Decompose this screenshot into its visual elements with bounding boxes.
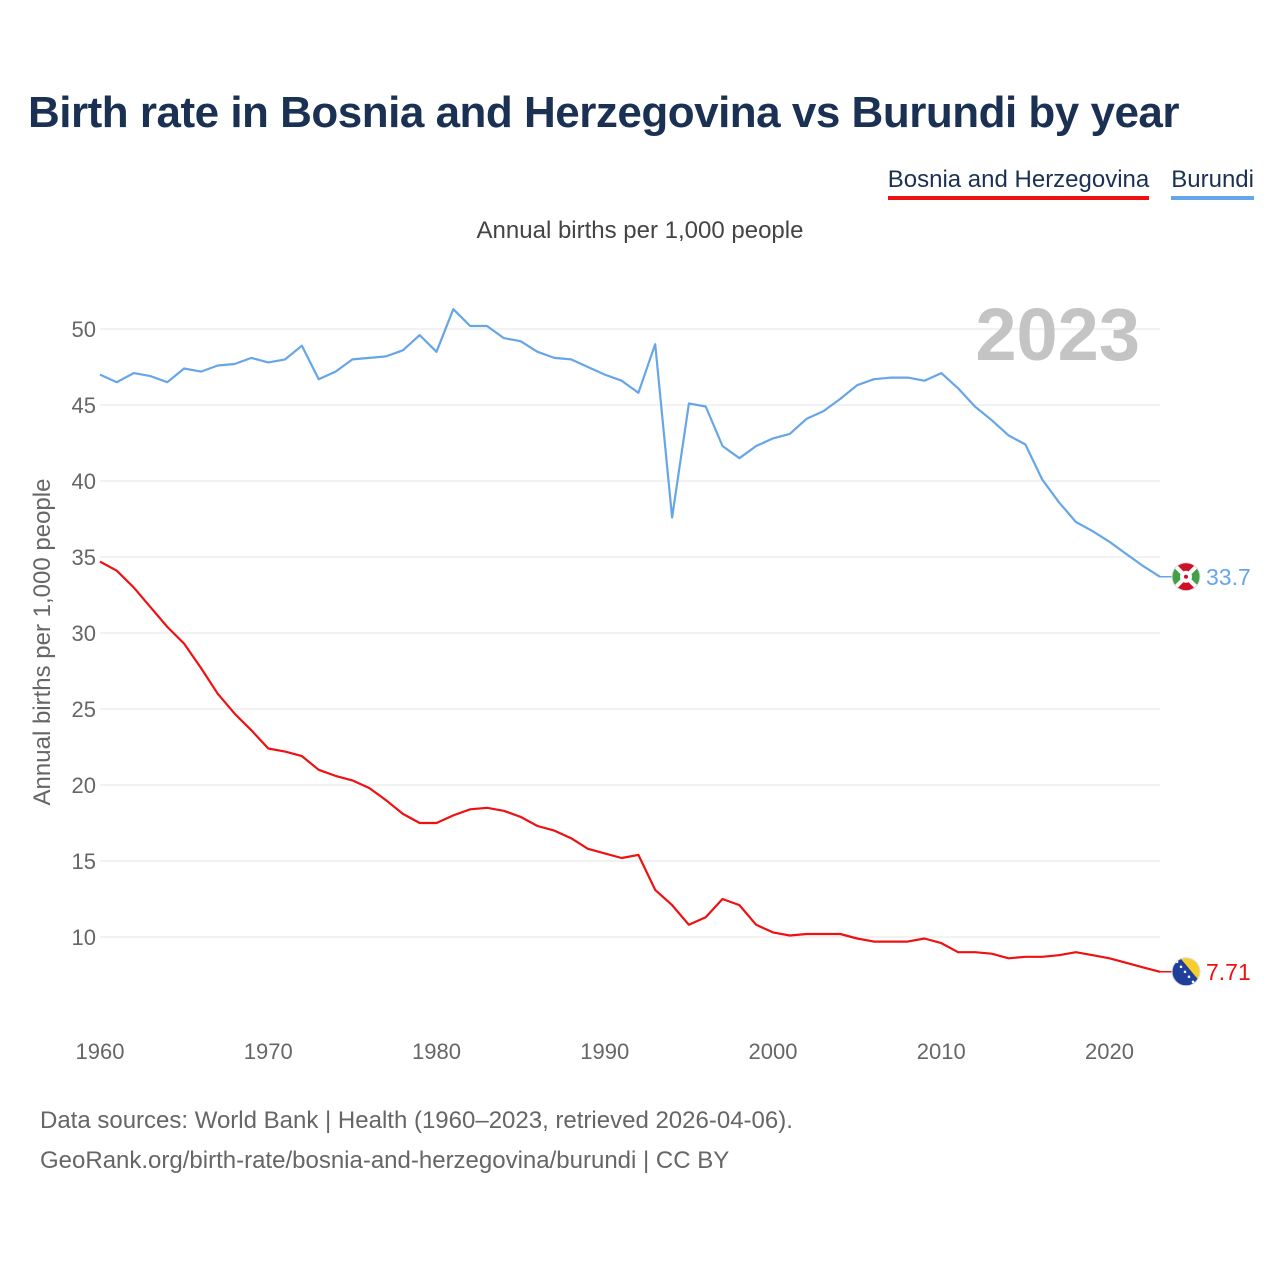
- y-tick-label: 20: [72, 773, 96, 798]
- y-tick-label: 50: [72, 317, 96, 342]
- end-value-label: 7.71: [1206, 959, 1251, 985]
- chart-subtitle: Annual births per 1,000 people: [476, 217, 804, 244]
- series-line-burundi[interactable]: [99, 308, 1161, 578]
- legend-item-bosnia[interactable]: Bosnia and Herzegovina: [887, 166, 1150, 200]
- x-tick-label: 1960: [76, 1039, 125, 1064]
- series-line-bosnia[interactable]: [99, 560, 1161, 973]
- x-tick-label: 1990: [580, 1039, 629, 1064]
- burundi-flag-icon: [1171, 562, 1201, 592]
- gridlines: [100, 328, 1160, 938]
- y-tick-label: 40: [72, 469, 96, 494]
- year-watermark: 2023: [975, 293, 1140, 376]
- y-tick-label: 35: [72, 545, 96, 570]
- end-labels: 7.71 33.7: [1160, 562, 1251, 987]
- y-tick-label: 30: [72, 621, 96, 646]
- end-value-label: 33.7: [1206, 564, 1251, 590]
- legend: Bosnia and Herzegovina Burundi: [887, 166, 1254, 200]
- x-tick-label: 2020: [1085, 1039, 1134, 1064]
- y-tick-label: 45: [72, 393, 96, 418]
- x-tick-label: 1980: [412, 1039, 461, 1064]
- y-tick-label: 25: [72, 697, 96, 722]
- legend-item-burundi[interactable]: Burundi: [1171, 166, 1254, 200]
- chart-title: Birth rate in Bosnia and Herzegovina vs …: [28, 88, 1180, 137]
- x-tick-label: 2000: [749, 1039, 798, 1064]
- source-url[interactable]: GeoRank.org/birth-rate/bosnia-and-herzeg…: [40, 1147, 730, 1174]
- y-axis-label: Annual births per 1,000 people: [29, 479, 56, 806]
- x-tick-label: 2010: [917, 1039, 966, 1064]
- series: [99, 308, 1161, 973]
- source-note: Data sources: World Bank | Health (1960–…: [40, 1107, 793, 1134]
- x-tick-label: 1970: [244, 1039, 293, 1064]
- axis-ticks: 10 15 20 25 30 35 40 45 50 1960 1970 1980 1990 2000 20…: [72, 317, 1134, 1064]
- y-tick-label: 15: [72, 849, 96, 874]
- bosnia-flag-icon: [1171, 957, 1201, 987]
- y-tick-label: 10: [72, 925, 96, 950]
